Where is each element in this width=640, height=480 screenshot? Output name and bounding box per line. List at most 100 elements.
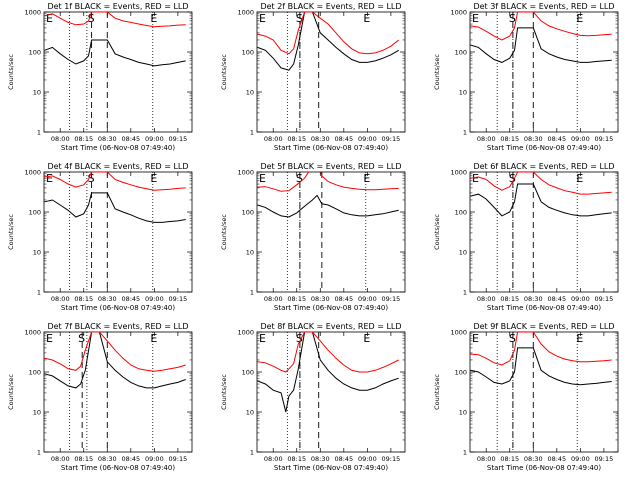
event-marker-s: S xyxy=(296,12,303,25)
chart-panel-5: Det 5f BLACK = Events, RED = LLD 1 10 100 10… xyxy=(220,162,406,312)
y-tick-label: 1 xyxy=(250,289,254,297)
x-tick-label: 08:45 xyxy=(121,455,140,463)
x-axis-label: Start Time (06-Nov-08 07:49:40) xyxy=(274,304,388,312)
event-marker-e: E xyxy=(576,332,583,345)
x-tick-label: 09:15 xyxy=(382,295,401,303)
y-tick-label: 100 xyxy=(242,49,254,57)
y-tick-label: 1 xyxy=(463,289,467,297)
plot-frame xyxy=(43,331,193,453)
x-tick-label: 09:00 xyxy=(358,135,377,143)
y-tick-label: 1000 xyxy=(237,9,254,17)
x-tick-label: 08:00 xyxy=(264,295,283,303)
x-tick-label: 08:15 xyxy=(500,455,519,463)
event-marker-e: E xyxy=(576,172,583,185)
series-line-lld xyxy=(44,12,186,28)
x-tick-label: 08:15 xyxy=(74,295,93,303)
event-marker-e: E xyxy=(576,12,583,25)
y-tick-label: 1 xyxy=(37,289,41,297)
x-axis-label: Start Time (06-Nov-08 07:49:40) xyxy=(487,144,601,152)
chart-title: Det 4f BLACK = Events, RED = LLD xyxy=(47,162,188,171)
x-tick-label: 09:00 xyxy=(145,455,164,463)
y-tick-label: 1000 xyxy=(24,329,41,337)
plot-frame xyxy=(256,171,406,293)
series-line-lld xyxy=(44,332,186,372)
x-tick-label: 08:45 xyxy=(547,455,566,463)
x-tick-label: 08:30 xyxy=(98,135,117,143)
x-tick-label: 08:00 xyxy=(264,135,283,143)
y-tick-label: 1000 xyxy=(24,169,41,177)
y-axis-label: Counts/sec xyxy=(433,214,441,250)
event-marker-e: E xyxy=(150,332,157,345)
chart-title: Det 9f BLACK = Events, RED = LLD xyxy=(473,322,614,331)
series-line-lld xyxy=(470,332,612,366)
x-tick-label: 08:15 xyxy=(287,455,306,463)
chart-panel-6: Det 6f BLACK = Events, RED = LLD 1 10 100 10… xyxy=(433,162,619,312)
event-marker-e: E xyxy=(259,172,266,185)
x-axis-label: Start Time (06-Nov-08 07:49:40) xyxy=(487,304,601,312)
event-marker-e: E xyxy=(363,12,370,25)
y-tick-label: 10 xyxy=(246,249,254,257)
plot-frame xyxy=(256,11,406,133)
y-tick-label: 1000 xyxy=(450,329,467,337)
y-tick-label: 1000 xyxy=(450,169,467,177)
chart-panel-3: Det 3f BLACK = Events, RED = LLD 1 10 100 10… xyxy=(433,2,619,152)
x-tick-label: 08:30 xyxy=(524,455,543,463)
x-tick-label: 08:30 xyxy=(524,135,543,143)
x-tick-label: 09:00 xyxy=(145,295,164,303)
y-tick-label: 100 xyxy=(29,369,41,377)
x-tick-label: 09:00 xyxy=(358,295,377,303)
x-tick-label: 08:45 xyxy=(547,295,566,303)
chart-panel-8: Det 8f BLACK = Events, RED = LLD 1 10 100 10… xyxy=(220,322,406,472)
y-tick-label: 100 xyxy=(242,369,254,377)
event-marker-s: S xyxy=(88,172,95,185)
plot-frame xyxy=(469,11,619,133)
series-line-lld xyxy=(470,172,612,195)
y-axis-label: Counts/sec xyxy=(433,54,441,90)
x-tick-label: 09:00 xyxy=(571,455,590,463)
series-line-lld xyxy=(470,12,612,41)
x-tick-label: 08:15 xyxy=(287,295,306,303)
event-marker-s: S xyxy=(88,12,95,25)
y-axis-label: Counts/sec xyxy=(220,214,228,250)
y-tick-label: 1 xyxy=(250,449,254,457)
chart-title: Det 7f BLACK = Events, RED = LLD xyxy=(47,322,188,331)
event-marker-e: E xyxy=(472,172,479,185)
y-tick-label: 1 xyxy=(37,129,41,137)
event-marker-e: E xyxy=(150,172,157,185)
x-tick-label: 09:15 xyxy=(382,455,401,463)
x-tick-label: 09:15 xyxy=(169,135,188,143)
chart-panel-2: Det 2f BLACK = Events, RED = LLD 1 10 100 10… xyxy=(220,2,406,152)
event-marker-e: E xyxy=(472,332,479,345)
series-line-lld xyxy=(257,12,400,55)
x-tick-label: 08:15 xyxy=(74,455,93,463)
x-tick-label: 08:45 xyxy=(334,295,353,303)
y-tick-label: 100 xyxy=(455,49,467,57)
chart-title: Det 1f BLACK = Events, RED = LLD xyxy=(47,2,188,11)
y-axis-label: Counts/sec xyxy=(433,374,441,410)
plot-frame xyxy=(469,171,619,293)
y-tick-label: 10 xyxy=(459,409,467,417)
chart-title: Det 6f BLACK = Events, RED = LLD xyxy=(473,162,614,171)
x-tick-label: 08:15 xyxy=(287,135,306,143)
x-axis-label: Start Time (06-Nov-08 07:49:40) xyxy=(274,464,388,472)
x-tick-label: 08:00 xyxy=(477,295,496,303)
x-tick-label: 09:00 xyxy=(571,295,590,303)
series-line-events xyxy=(470,347,612,386)
plot-frame xyxy=(43,171,193,293)
x-tick-label: 08:00 xyxy=(477,455,496,463)
plot-frame xyxy=(256,331,406,453)
series-line-lld xyxy=(257,172,399,192)
x-tick-label: 09:00 xyxy=(571,135,590,143)
event-marker-e: E xyxy=(472,12,479,25)
y-tick-label: 100 xyxy=(29,209,41,217)
y-tick-label: 10 xyxy=(246,89,254,97)
event-marker-e: E xyxy=(259,12,266,25)
y-axis-label: Counts/sec xyxy=(7,214,15,250)
y-tick-label: 1000 xyxy=(237,169,254,177)
event-marker-e: E xyxy=(363,332,370,345)
x-tick-label: 08:30 xyxy=(311,295,330,303)
chart-panel-4: Det 4f BLACK = Events, RED = LLD 1 10 100 10… xyxy=(7,162,193,312)
x-tick-label: 09:15 xyxy=(382,135,401,143)
y-tick-label: 10 xyxy=(459,89,467,97)
